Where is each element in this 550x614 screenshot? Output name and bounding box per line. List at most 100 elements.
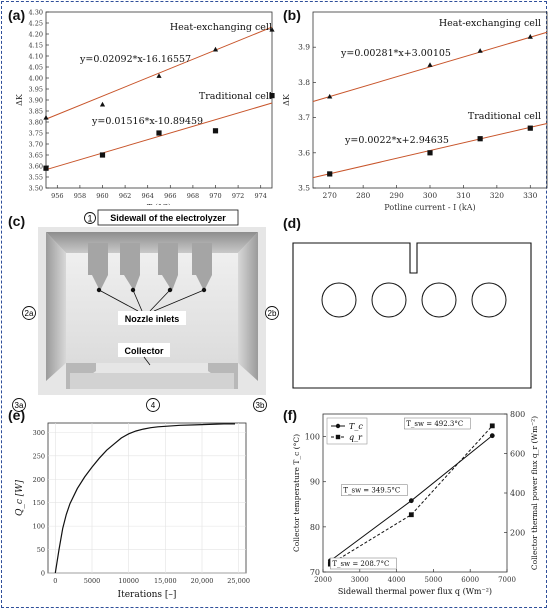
callout-1-circle <box>84 212 96 224</box>
y-tick-label: 300 <box>33 429 45 437</box>
x-tick-label: 330 <box>523 191 538 200</box>
annotation-box <box>404 417 471 430</box>
tc-point <box>408 498 414 504</box>
collector-label: Collector <box>124 346 164 356</box>
data-point <box>427 62 433 67</box>
y-tick-label: 4.20 <box>29 31 43 39</box>
y-tick-label: 50 <box>37 546 45 554</box>
data-point <box>269 27 275 32</box>
y2-tick-label: 200 <box>510 529 525 538</box>
panel-d: (d) <box>275 205 550 405</box>
data-point <box>43 165 49 171</box>
x-tick-label: 6000 <box>461 576 479 584</box>
sidewall-label: Sidewall of the electrolyzer <box>110 213 226 223</box>
y2-tick-label: 800 <box>510 410 525 419</box>
nozzle-label-box <box>118 311 186 325</box>
y-axis-label: ΔK <box>282 93 291 106</box>
panel-a-label: (a) <box>8 7 26 23</box>
y-tick-label: 3.85 <box>29 108 43 116</box>
collector-body <box>70 373 234 389</box>
series-label: Heat-exchanging cell <box>439 18 541 29</box>
legend-qr-label: q_r <box>349 433 363 442</box>
y-tick-label: 3.9 <box>298 43 310 52</box>
marker-4: 4 <box>151 401 156 410</box>
x-tick-label: 964 <box>141 192 153 200</box>
plot-frame <box>47 422 247 574</box>
nozzle-4 <box>192 243 212 291</box>
marker-3a: 3a <box>15 401 24 410</box>
electrolyzer-model: Nozzle inlets Collector 1 Sidewall of th… <box>12 209 279 412</box>
y-tick-label: 4.25 <box>29 20 43 28</box>
y-tick-label: 3.95 <box>29 86 43 94</box>
chart-b: 270 280 290 300 310 320 330 3.5 3.6 3.7 3.8 3.9 Potl… <box>282 11 548 212</box>
y-tick-label: 0 <box>41 570 45 578</box>
fit-equation: y=0.0022*x+2.94635 <box>344 135 449 146</box>
legend-box <box>326 417 368 445</box>
y-tick-label: 4.10 <box>29 53 43 61</box>
x-axis-label: Sidewall thermal power flux q (Wm⁻²) <box>338 587 492 596</box>
x-tick-label: 4000 <box>388 576 406 584</box>
x-tick-label: 320 <box>490 191 505 200</box>
legend-qr-marker <box>335 434 341 440</box>
y-tick-label: 100 <box>305 433 320 442</box>
y-axis-label: ΔK <box>15 93 24 106</box>
annotation-box <box>341 484 408 496</box>
collector-pointer <box>143 356 151 366</box>
y2-tick-label: 600 <box>510 450 525 459</box>
data-point <box>477 48 483 53</box>
y-tick-label: 3.7 <box>298 113 310 122</box>
y-axis-label: Collector temperature T_c (°C) <box>292 434 301 552</box>
pointer-line <box>98 289 139 312</box>
floor <box>66 253 238 363</box>
x-tick-label: 270 <box>323 191 338 200</box>
x-tick-label: 970 <box>209 192 221 200</box>
y-tick-label: 3.60 <box>29 163 43 171</box>
series-label: Traditional cell <box>199 91 272 102</box>
marker-2b: 2b <box>268 309 277 318</box>
y-tick-label: 150 <box>33 499 45 507</box>
x-tick-label: 300 <box>423 191 438 200</box>
fit-equation: y=0.02092*x-16.16557 <box>79 54 191 65</box>
panel-f: (f) 2000 3000 4000 5000 6000 7000 70 80 90 100 200… <box>275 400 550 610</box>
x-tick-label: 7000 <box>498 576 516 584</box>
nozzle-label: Nozzle inlets <box>125 314 180 324</box>
legend-tc-label: T_c <box>349 422 363 431</box>
nozzle-3 <box>158 243 178 291</box>
left-wall <box>46 232 66 381</box>
data-point <box>212 46 219 52</box>
nozzle-1 <box>88 243 108 291</box>
y-tick-label: 3.55 <box>29 174 43 182</box>
x-tick-label: 960 <box>96 192 108 200</box>
cross-section-circle <box>471 282 507 318</box>
cross-section-schematic <box>292 242 532 389</box>
qr-point <box>408 512 414 518</box>
x-tick-label: 290 <box>389 191 404 200</box>
x-axis-label: Iterations [–] <box>118 590 177 600</box>
y2-tick-label: 400 <box>510 489 525 498</box>
series-label: Heat-exchanging cell <box>170 22 272 33</box>
chart-e: 0 5000 10000 15,000 20,000 25,000 0 50 100 150 200… <box>15 422 250 600</box>
x-tick-label: 5000 <box>424 576 442 584</box>
marker-3b: 3b <box>256 401 265 410</box>
y-tick-label: 200 <box>33 476 45 484</box>
annotation-label: T_sw = 349.5°C <box>343 487 400 495</box>
x-tick-label: 958 <box>74 192 86 200</box>
y-tick-label: 3.80 <box>29 119 43 127</box>
panel-f-label: (f) <box>283 407 297 423</box>
x-tick-label: 20,000 <box>191 577 214 585</box>
legend-tc-marker <box>335 423 341 429</box>
marker-2a-circle <box>22 306 36 320</box>
chart-a: 956 958 960 962 964 966 968 970 972 974 3.50 3.55 3.… <box>15 9 275 212</box>
collector-label-box <box>118 343 170 357</box>
y2-axis-label: Collector thermal power flux q_r (Wm⁻²) <box>530 416 539 570</box>
data-point <box>527 34 533 39</box>
panel-b-label: (b) <box>283 7 301 23</box>
cross-section-circle <box>421 282 457 318</box>
x-tick-label: 2000 <box>314 576 332 584</box>
y-tick-label: 3.8 <box>298 78 310 87</box>
data-point <box>477 136 483 142</box>
x-axis-label: Potline current - I (kA) <box>384 203 475 212</box>
pointer-line <box>153 289 205 312</box>
x-tick-label: 968 <box>187 192 199 200</box>
